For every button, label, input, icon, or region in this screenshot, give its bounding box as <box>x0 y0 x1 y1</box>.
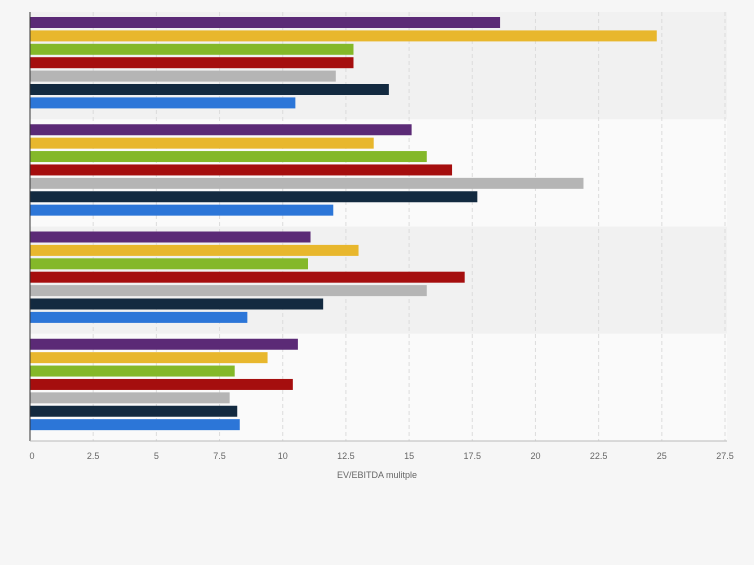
bar <box>30 258 308 269</box>
bar <box>30 30 657 41</box>
bar <box>30 57 353 68</box>
x-tick-label: 7.5 <box>213 451 226 461</box>
bar <box>30 124 412 135</box>
bar <box>30 178 583 189</box>
x-axis-label: EV/EBITDA mulitple <box>337 470 417 480</box>
x-tick-label: 27.5 <box>716 451 734 461</box>
x-tick-label: 5 <box>154 451 159 461</box>
x-tick-label: 0 <box>29 451 34 461</box>
bar <box>30 245 359 256</box>
bar <box>30 17 500 28</box>
bar <box>30 366 235 377</box>
bar <box>30 419 240 430</box>
bar <box>30 44 353 55</box>
x-tick-label: 10 <box>278 451 288 461</box>
x-tick-label: 20 <box>530 451 540 461</box>
bar <box>30 392 230 403</box>
bar <box>30 299 323 310</box>
x-tick-labels: 0 2.5 5 7.5 10 12.5 15 17.5 20 22.5 25 27.5 <box>29 451 733 461</box>
bar <box>30 352 268 363</box>
bar <box>30 97 295 108</box>
x-tick-label: 12.5 <box>337 451 355 461</box>
bar <box>30 164 452 175</box>
bar <box>30 285 427 296</box>
bar <box>30 205 333 216</box>
x-tick-label: 17.5 <box>464 451 482 461</box>
bar <box>30 151 427 162</box>
bar <box>30 138 374 149</box>
x-tick-label: 22.5 <box>590 451 608 461</box>
bar <box>30 71 336 82</box>
bar <box>30 84 389 95</box>
bar <box>30 272 465 283</box>
bar <box>30 379 293 390</box>
x-tick-label: 15 <box>404 451 414 461</box>
bar <box>30 191 477 202</box>
x-tick-label: 25 <box>657 451 667 461</box>
x-tick-label: 2.5 <box>87 451 100 461</box>
bar <box>30 312 247 323</box>
bar <box>30 232 311 243</box>
bar <box>30 339 298 350</box>
bar <box>30 406 237 417</box>
